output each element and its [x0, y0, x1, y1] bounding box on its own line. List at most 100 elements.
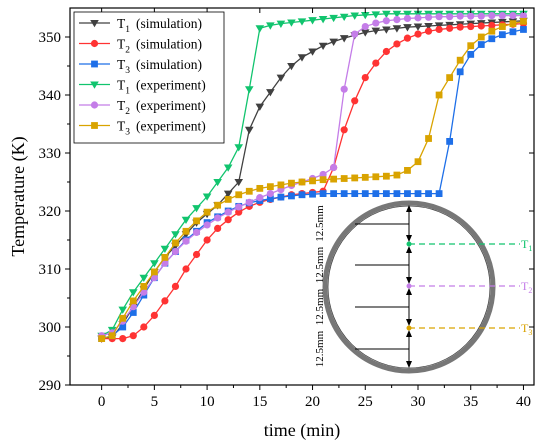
data-point: [488, 27, 496, 35]
data-point: [330, 190, 338, 197]
data-point: [446, 24, 454, 32]
data-point: [467, 42, 475, 50]
legend-marker: [90, 39, 99, 48]
data-point: [297, 54, 307, 62]
data-point: [234, 144, 244, 152]
data-point: [382, 10, 391, 19]
data-point: [244, 86, 254, 94]
series-layer: [97, 10, 528, 343]
y-axis-title: Temperature (K): [8, 136, 29, 256]
arrow-head: [406, 205, 412, 212]
y-tick-label: 340: [39, 88, 62, 104]
data-point: [319, 170, 327, 179]
data-point: [266, 183, 274, 191]
data-point: [382, 190, 390, 197]
pipe-wall: [322, 200, 496, 374]
data-point: [340, 190, 348, 197]
data-point: [140, 288, 148, 296]
data-point: [424, 13, 433, 21]
data-point: [488, 21, 496, 29]
data-point: [150, 268, 158, 276]
legend-marker: [90, 20, 99, 28]
data-point: [171, 231, 180, 239]
data-point: [498, 23, 506, 30]
data-point: [413, 23, 423, 31]
data-point: [435, 13, 443, 21]
data-point: [435, 190, 443, 197]
data-point: [329, 38, 338, 46]
data-point: [235, 203, 243, 211]
data-point: [318, 42, 328, 50]
data-point: [456, 23, 464, 31]
data-point: [414, 30, 422, 38]
data-point: [351, 190, 359, 197]
arrow-head: [406, 288, 412, 295]
legend-entry: T3 (experiment): [79, 119, 206, 138]
sensor-label: T1: [521, 237, 532, 253]
x-tick-label: 10: [200, 394, 215, 410]
data-point: [361, 74, 369, 82]
data-point: [244, 126, 254, 135]
data-point: [234, 179, 244, 187]
data-point: [477, 12, 485, 20]
data-point: [392, 10, 402, 19]
legend-entry: T2 (experiment): [79, 98, 206, 117]
data-point: [446, 74, 454, 81]
data-point: [256, 184, 264, 192]
data-point: [403, 14, 412, 23]
data-point: [351, 30, 359, 38]
y-tick-label: 310: [39, 262, 62, 278]
data-point: [171, 248, 180, 256]
data-point: [319, 176, 327, 184]
data-point: [129, 297, 137, 305]
legend-box: [73, 11, 225, 144]
sensor-point: [406, 283, 412, 289]
data-point: [509, 11, 517, 20]
data-point: [235, 191, 243, 199]
data-point: [330, 175, 338, 183]
pipe-cross-section-inset: 12.5mm 12.5mm 12.5mm 12.5mm T1 T2 T3: [314, 200, 532, 374]
data-point: [182, 265, 190, 273]
data-point: [319, 190, 327, 197]
data-point: [213, 179, 222, 187]
data-point: [382, 17, 390, 25]
data-point: [309, 190, 316, 198]
data-point: [351, 174, 359, 182]
data-point: [371, 27, 381, 35]
dimension-label: 12.5mm: [314, 330, 326, 367]
legend-label: T1 (experiment): [117, 78, 206, 97]
data-point: [393, 190, 401, 197]
data-point: [193, 217, 200, 225]
legend-marker: [91, 60, 98, 68]
data-point: [467, 22, 475, 31]
x-tick-label: 20: [305, 394, 320, 410]
arrow-head: [406, 235, 412, 242]
data-point: [245, 187, 253, 195]
data-point: [224, 216, 232, 224]
plot-frame: [69, 7, 535, 386]
data-point: [371, 11, 381, 19]
data-point: [360, 29, 370, 37]
data-point: [202, 193, 212, 201]
data-point: [425, 135, 432, 142]
series-6: [98, 17, 527, 342]
data-point: [435, 25, 443, 34]
data-point: [203, 236, 211, 244]
dimension-label: 12.5mm: [314, 205, 326, 242]
legend: T1 (simulation) T2 (simulation)T3 (simulatio…: [73, 11, 225, 144]
y-tick-label: 330: [39, 146, 62, 162]
data-point: [477, 33, 485, 41]
data-point: [520, 26, 527, 33]
data-point: [277, 193, 285, 201]
data-point: [477, 22, 485, 30]
data-point: [382, 47, 390, 56]
legend-entry: T1 (experiment): [79, 78, 206, 97]
data-point: [266, 190, 274, 198]
data-point: [161, 259, 169, 267]
legend-entry: T2 (simulation): [79, 37, 202, 56]
data-point: [297, 18, 307, 26]
data-point: [224, 196, 232, 203]
legend-label: T3 (simulation): [117, 57, 202, 76]
data-point: [382, 172, 390, 180]
